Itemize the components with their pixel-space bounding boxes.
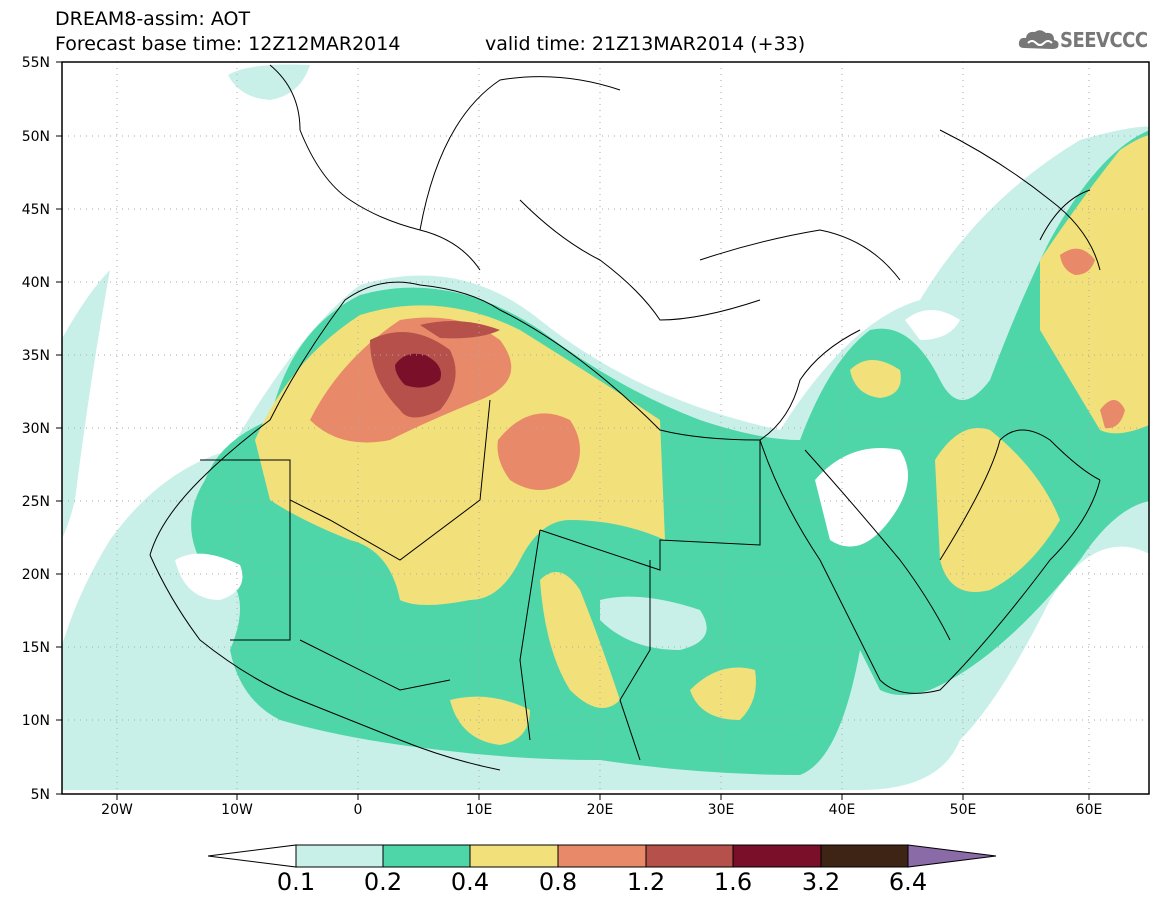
colorbar-label-0-1: 0.1 <box>276 868 316 896</box>
grid-lines <box>62 62 1149 794</box>
lon-label-40e: 40E <box>829 802 856 818</box>
colorbar <box>207 844 997 868</box>
colorbar-swatch-2 <box>382 844 471 868</box>
colorbar-swatch-6 <box>732 844 822 868</box>
lon-label-50e: 50E <box>950 802 977 818</box>
lon-label-60e: 60E <box>1076 802 1103 818</box>
lon-label-10w: 10W <box>221 802 253 818</box>
colorbar-label-0-2: 0.2 <box>363 868 403 896</box>
lat-label-10n: 10N <box>22 713 50 729</box>
lat-label-50n: 50N <box>22 129 50 145</box>
forecast-base-time: Forecast base time: 12Z12MAR2014 <box>55 33 401 55</box>
cloud-logo-icon <box>1018 30 1059 49</box>
coastlines <box>149 64 1101 771</box>
colorbar-label-0-4: 0.4 <box>450 868 490 896</box>
colorbar-swatch-4 <box>557 844 647 868</box>
colorbar-label-6-4: 6.4 <box>888 868 928 896</box>
lon-label-0: 0 <box>354 802 363 818</box>
lon-label-20w: 20W <box>101 802 133 818</box>
tick-marks <box>56 61 1090 800</box>
logo-text: SEEVCCC <box>1060 28 1148 52</box>
lon-label-30e: 30E <box>708 802 735 818</box>
lat-label-30n: 30N <box>22 421 50 437</box>
lat-label-55n: 55N <box>22 55 50 71</box>
colorbar-label-1-6: 1.6 <box>713 868 753 896</box>
aot-contours <box>62 64 1149 790</box>
lat-label-35n: 35N <box>22 348 50 364</box>
lat-label-40n: 40N <box>22 275 50 291</box>
colorbar-over-arrow <box>907 844 997 868</box>
colorbar-swatch-5 <box>645 844 734 868</box>
lat-label-15n: 15N <box>22 640 50 656</box>
lon-label-10e: 10E <box>466 802 493 818</box>
colorbar-swatch-7 <box>820 844 909 868</box>
valid-time: valid time: 21Z13MAR2014 (+33) <box>485 33 806 55</box>
colorbar-swatch-1 <box>295 844 384 868</box>
colorbar-label-3-2: 3.2 <box>801 868 841 896</box>
lat-label-5n: 5N <box>31 787 50 803</box>
colorbar-label-1-2: 1.2 <box>626 868 666 896</box>
lat-label-25n: 25N <box>22 494 50 510</box>
lon-label-20e: 20E <box>587 802 614 818</box>
lat-label-45n: 45N <box>22 202 50 218</box>
colorbar-under-arrow <box>207 844 297 868</box>
lat-label-20n: 20N <box>22 567 50 583</box>
colorbar-label-0-8: 0.8 <box>538 868 578 896</box>
model-title: DREAM8-assim: AOT <box>55 8 251 30</box>
colorbar-swatch-3 <box>469 844 559 868</box>
